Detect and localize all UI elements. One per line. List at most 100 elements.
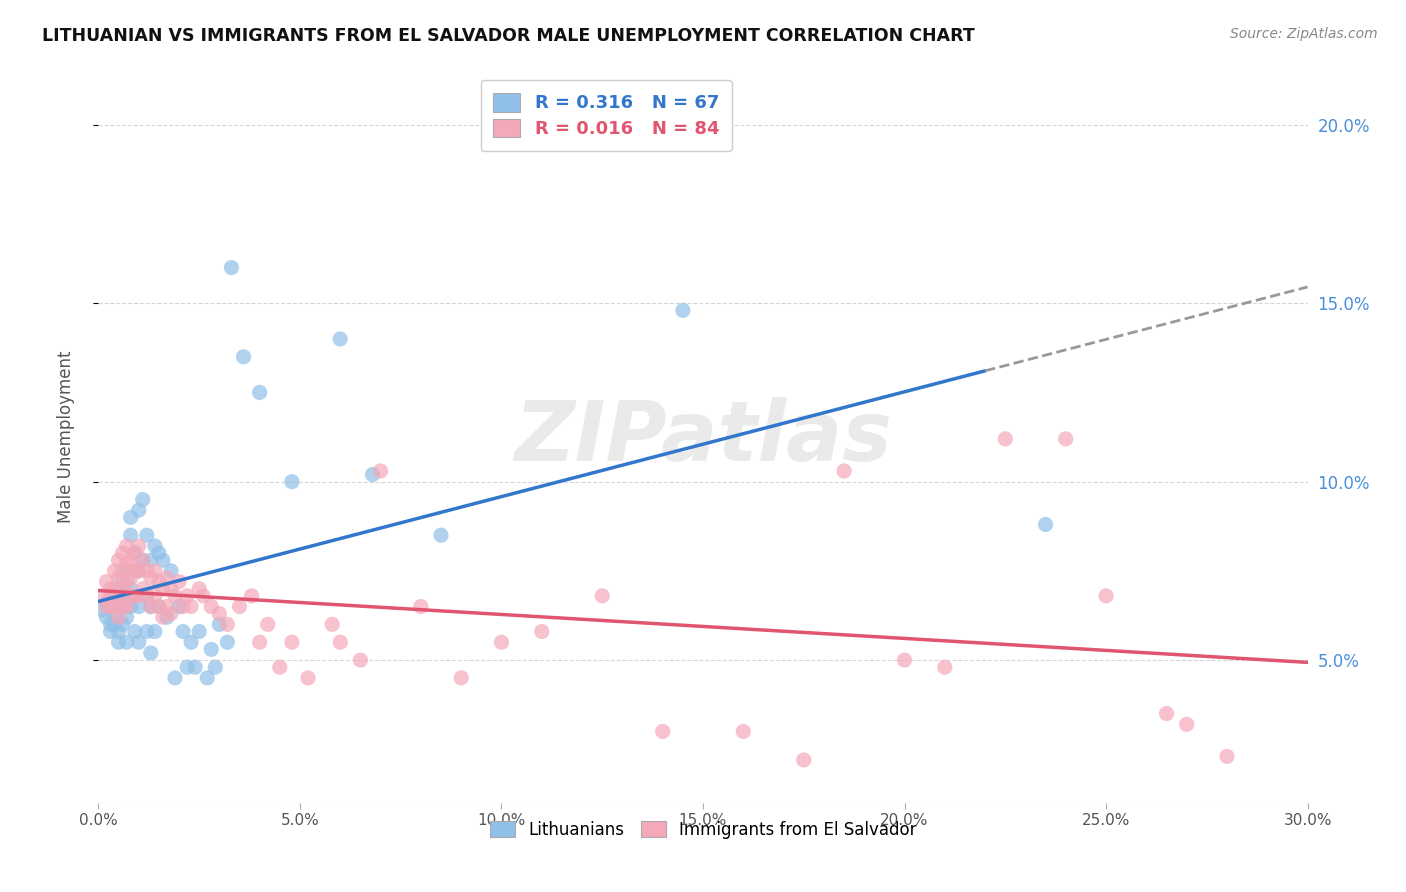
Point <box>204 660 226 674</box>
Point <box>1035 517 1057 532</box>
Point <box>160 607 183 621</box>
Point <box>111 546 134 560</box>
Point <box>217 617 239 632</box>
Point <box>139 553 162 567</box>
Point <box>111 564 134 578</box>
Point <box>176 589 198 603</box>
Point <box>128 635 150 649</box>
Point <box>591 589 613 603</box>
Legend: Lithuanians, Immigrants from El Salvador: Lithuanians, Immigrants from El Salvador <box>482 814 924 846</box>
Point <box>111 617 134 632</box>
Point <box>91 603 114 617</box>
Point <box>148 599 170 614</box>
Point <box>107 610 129 624</box>
Point <box>96 610 118 624</box>
Point <box>994 432 1017 446</box>
Point <box>200 599 222 614</box>
Point <box>167 599 190 614</box>
Point <box>96 574 118 589</box>
Point <box>135 564 157 578</box>
Point <box>100 624 122 639</box>
Point <box>1095 589 1118 603</box>
Point <box>91 589 114 603</box>
Point <box>184 660 207 674</box>
Point <box>111 599 134 614</box>
Point <box>115 635 138 649</box>
Point <box>115 599 138 614</box>
Point <box>195 671 218 685</box>
Point <box>103 599 125 614</box>
Point <box>491 635 513 649</box>
Point <box>188 582 211 596</box>
Point <box>180 635 202 649</box>
Point <box>100 582 122 596</box>
Point <box>349 653 371 667</box>
Point <box>100 589 122 603</box>
Point <box>128 503 150 517</box>
Point <box>107 624 129 639</box>
Point <box>370 464 392 478</box>
Point <box>172 624 194 639</box>
Point <box>217 635 239 649</box>
Point <box>249 385 271 400</box>
Point <box>115 539 138 553</box>
Point <box>128 539 150 553</box>
Point <box>111 582 134 596</box>
Point <box>143 564 166 578</box>
Point <box>156 571 179 585</box>
Point <box>1054 432 1077 446</box>
Point <box>361 467 384 482</box>
Point <box>124 589 146 603</box>
Point <box>124 589 146 603</box>
Point <box>120 599 142 614</box>
Text: LITHUANIAN VS IMMIGRANTS FROM EL SALVADOR MALE UNEMPLOYMENT CORRELATION CHART: LITHUANIAN VS IMMIGRANTS FROM EL SALVADO… <box>42 27 974 45</box>
Point <box>733 724 755 739</box>
Point <box>103 617 125 632</box>
Point <box>139 646 162 660</box>
Point <box>672 303 695 318</box>
Point <box>176 660 198 674</box>
Point <box>132 553 155 567</box>
Point <box>128 564 150 578</box>
Point <box>172 599 194 614</box>
Point <box>193 589 215 603</box>
Point <box>135 589 157 603</box>
Point <box>120 589 142 603</box>
Point <box>167 574 190 589</box>
Point <box>1175 717 1198 731</box>
Point <box>269 660 291 674</box>
Point <box>148 599 170 614</box>
Point <box>228 599 250 614</box>
Point <box>152 553 174 567</box>
Point <box>1216 749 1239 764</box>
Point <box>115 610 138 624</box>
Point <box>450 671 472 685</box>
Point <box>281 475 304 489</box>
Point <box>208 607 231 621</box>
Point <box>103 589 125 603</box>
Point <box>111 599 134 614</box>
Point <box>221 260 243 275</box>
Point <box>103 582 125 596</box>
Text: Source: ZipAtlas.com: Source: ZipAtlas.com <box>1230 27 1378 41</box>
Point <box>120 553 142 567</box>
Point <box>100 599 122 614</box>
Point <box>152 610 174 624</box>
Point <box>143 539 166 553</box>
Point <box>96 596 118 610</box>
Point <box>120 510 142 524</box>
Point <box>297 671 319 685</box>
Point <box>124 624 146 639</box>
Point <box>128 564 150 578</box>
Point <box>156 599 179 614</box>
Text: ZIPatlas: ZIPatlas <box>515 397 891 477</box>
Point <box>115 574 138 589</box>
Point <box>135 528 157 542</box>
Point <box>100 617 122 632</box>
Point <box>200 642 222 657</box>
Point <box>249 635 271 649</box>
Point <box>96 599 118 614</box>
Point <box>1156 706 1178 721</box>
Point <box>163 671 186 685</box>
Point <box>115 589 138 603</box>
